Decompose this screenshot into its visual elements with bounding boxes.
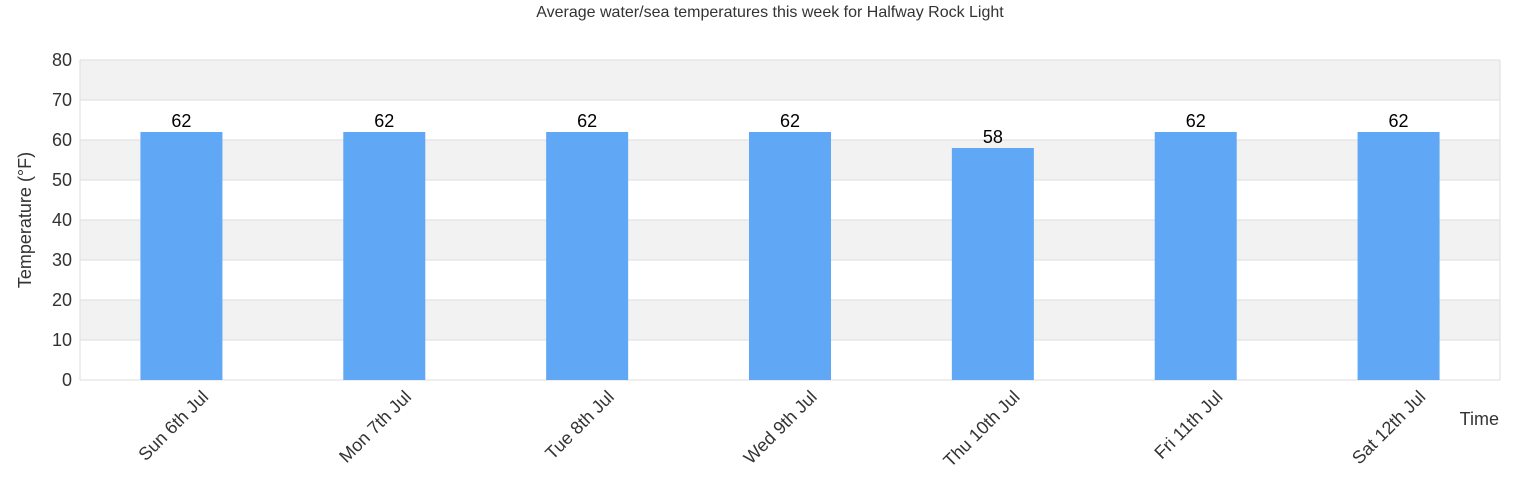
y-axis-ticks: 0 10 20 30 40 50 60 70 80: [52, 50, 72, 390]
data-label: 58: [983, 127, 1003, 147]
plot-band: [80, 60, 1500, 100]
bar: [343, 132, 426, 380]
y-tick-label: 50: [52, 170, 72, 190]
data-label: 62: [1389, 111, 1409, 131]
bar: [951, 148, 1034, 380]
bars: [140, 132, 1440, 380]
y-tick-label: 10: [52, 330, 72, 350]
bar: [1357, 132, 1440, 380]
bar: [1154, 132, 1237, 380]
data-label: 62: [374, 111, 394, 131]
data-label: 62: [780, 111, 800, 131]
x-axis-ticks: Sun 6th Jul Mon 7th Jul Tue 8th Jul Wed 9th…: [134, 387, 1429, 471]
x-tick-label: Thu 10th Jul: [939, 387, 1023, 471]
y-tick-label: 70: [52, 90, 72, 110]
x-tick-label: Tue 8th Jul: [541, 387, 618, 464]
y-tick-label: 30: [52, 250, 72, 270]
y-tick-label: 20: [52, 290, 72, 310]
chart-title: Average water/sea temperatures this week…: [536, 4, 1004, 21]
y-tick-label: 80: [52, 50, 72, 70]
data-label: 62: [171, 111, 191, 131]
x-tick-label: Wed 9th Jul: [740, 387, 821, 468]
data-label: 62: [577, 111, 597, 131]
bar: [546, 132, 629, 380]
y-tick-label: 60: [52, 130, 72, 150]
x-tick-label: Fri 11th Jul: [1150, 387, 1226, 463]
x-tick-label: Sun 6th Jul: [134, 387, 212, 465]
y-axis-label: Temperature (°F): [15, 152, 35, 288]
x-axis-label: Time: [1460, 409, 1499, 429]
y-tick-label: 0: [62, 370, 72, 390]
data-label: 62: [1186, 111, 1206, 131]
x-tick-label: Mon 7th Jul: [335, 387, 415, 467]
y-tick-label: 40: [52, 210, 72, 230]
x-tick-label: Sat 12th Jul: [1348, 387, 1429, 468]
bar: [749, 132, 831, 380]
bar: [140, 132, 223, 380]
data-labels: 62 62 62 62 58 62 62: [171, 111, 1408, 147]
